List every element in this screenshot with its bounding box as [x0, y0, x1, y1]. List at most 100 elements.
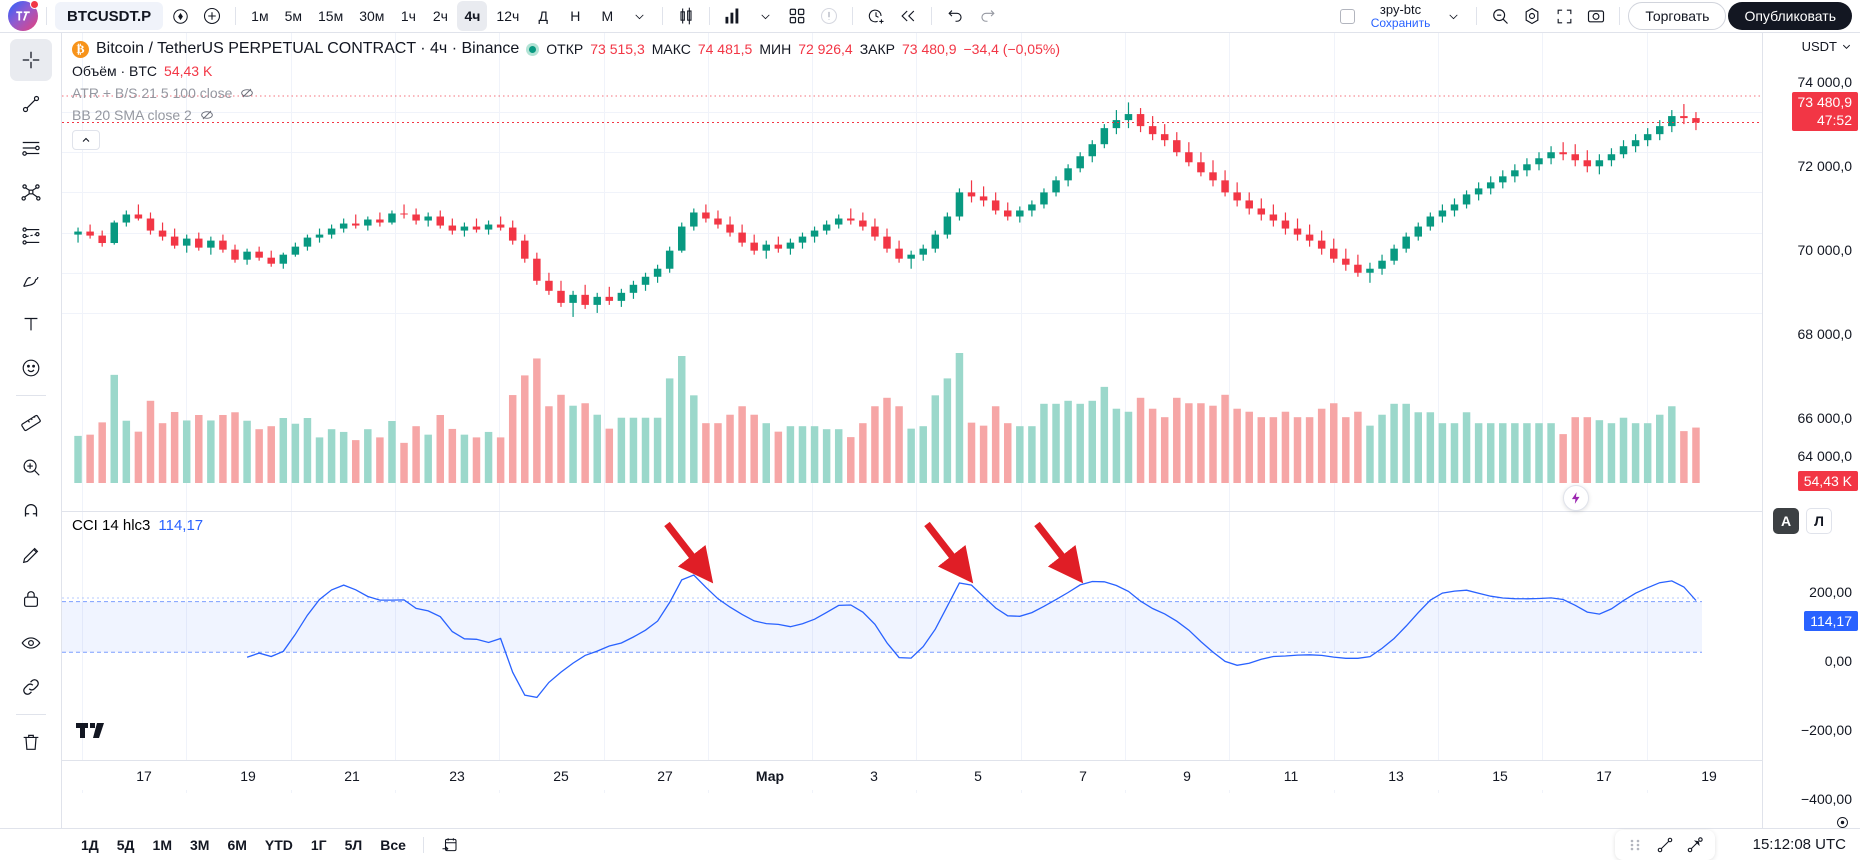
- bearish-divergence-arrow-2[interactable]: [924, 521, 974, 584]
- snapshot-camera-icon[interactable]: [1581, 1, 1611, 31]
- timeframe-1d[interactable]: Д: [538, 8, 549, 24]
- save-link[interactable]: Сохранить: [1370, 15, 1431, 30]
- volume-bar: [1680, 431, 1688, 483]
- time-axis[interactable]: 17 19 21 23 25 27 Мар 3 5 7 9 11 13 15 1…: [62, 760, 1762, 790]
- zoom-in-icon[interactable]: [10, 446, 52, 488]
- pencil-lock-icon[interactable]: [10, 534, 52, 576]
- bb-indicator-row[interactable]: BB 20 SMA close 2: [72, 104, 1060, 126]
- calendar-icon[interactable]: [434, 833, 466, 857]
- eye-icon[interactable]: [10, 622, 52, 664]
- price-axis[interactable]: USDT 74 000,0 72 000,0 70 000,0 68 000,0…: [1762, 33, 1860, 828]
- volume-bar: [1281, 411, 1290, 483]
- pitchfork-icon[interactable]: [10, 171, 52, 213]
- chart-type-candles-icon[interactable]: [671, 1, 701, 31]
- settings-gear-icon[interactable]: [1517, 1, 1547, 31]
- cursor-cross-icon[interactable]: [9, 39, 52, 81]
- range-5d[interactable]: 5Д: [116, 836, 135, 853]
- emoji-icon[interactable]: [10, 347, 52, 389]
- lock-icon[interactable]: [10, 578, 52, 620]
- range-ytd[interactable]: YTD: [264, 836, 293, 853]
- fullscreen-icon[interactable]: [1549, 1, 1579, 31]
- volume-bar: [1064, 400, 1072, 483]
- trend-line-icon[interactable]: [1651, 832, 1679, 858]
- timeframe-1w[interactable]: Н: [570, 8, 581, 24]
- time-tick-9: 7: [1079, 768, 1087, 784]
- collapse-legend-button[interactable]: [72, 130, 100, 150]
- timeframe-1mo[interactable]: М: [601, 8, 614, 24]
- publish-button[interactable]: Опубликовать: [1728, 2, 1852, 30]
- bearish-divergence-arrow-3[interactable]: [1034, 521, 1084, 584]
- range-6m[interactable]: 6М: [227, 836, 247, 853]
- indicators-chevron-icon[interactable]: [750, 1, 780, 31]
- ruler-icon[interactable]: [10, 402, 52, 444]
- compare-symbol-button[interactable]: [165, 1, 195, 31]
- tradingview-logo[interactable]: [8, 0, 39, 31]
- price-tick-70000: 70 000,0: [1797, 242, 1853, 258]
- timeframe-30m[interactable]: 30м: [359, 8, 385, 24]
- bearish-divergence-arrow-1[interactable]: [664, 521, 714, 584]
- candle-body: [496, 224, 505, 228]
- timeframe-12h[interactable]: 12ч: [496, 8, 520, 24]
- range-1y[interactable]: 1Г: [310, 836, 327, 853]
- timeframe-1h[interactable]: 1ч: [400, 8, 416, 24]
- add-symbol-button[interactable]: [197, 1, 227, 31]
- range-all[interactable]: Все: [380, 836, 406, 853]
- atr-indicator-row[interactable]: ATR + B/S 21 5 100 close: [72, 82, 1060, 104]
- range-3m[interactable]: 3М: [189, 836, 210, 853]
- layout-checkbox[interactable]: [1333, 1, 1363, 31]
- alert-warning-icon[interactable]: [814, 1, 844, 31]
- divider: [1476, 7, 1478, 25]
- drag-handle-icon[interactable]: [1621, 832, 1649, 858]
- volume-badge[interactable]: 54,43 K: [1797, 471, 1858, 491]
- volume-bar: [1221, 394, 1229, 483]
- pane-divider[interactable]: [62, 511, 1762, 512]
- price-chart-svg[interactable]: [62, 33, 1762, 511]
- magnet-icon[interactable]: [10, 490, 52, 532]
- text-icon[interactable]: [10, 303, 52, 345]
- last-price-badge[interactable]: 73 480,9 47:52: [1791, 92, 1858, 131]
- layout-chevron-icon[interactable]: [1438, 1, 1468, 31]
- timeframe-15m[interactable]: 15м: [318, 8, 344, 24]
- horizontal-lines-icon[interactable]: [10, 127, 52, 169]
- chart-canvas-area[interactable]: ₿ Bitcoin / TetherUS PERPETUAL CONTRACT …: [62, 33, 1762, 828]
- candle-body: [1511, 170, 1519, 177]
- trend-line-icon[interactable]: [10, 83, 52, 125]
- layouts-grid-icon[interactable]: [782, 1, 812, 31]
- legend-title-row[interactable]: ₿ Bitcoin / TetherUS PERPETUAL CONTRACT …: [72, 38, 1060, 60]
- range-5y[interactable]: 5Л: [344, 836, 363, 853]
- currency-selector[interactable]: USDT: [1802, 39, 1852, 54]
- redo-icon[interactable]: [972, 1, 1002, 31]
- add-alert-icon[interactable]: [861, 1, 891, 31]
- cci-legend[interactable]: CCI 14 hlc3 114,17: [72, 517, 203, 534]
- scroll-to-realtime-icon[interactable]: [1835, 815, 1850, 830]
- timeframe-2h[interactable]: 2ч: [432, 8, 448, 24]
- volume-legend-row[interactable]: Объём · BTC 54,43 K: [72, 60, 1060, 82]
- layout-save-area[interactable]: зру-btc Сохранить: [1365, 3, 1437, 29]
- range-1d[interactable]: 1Д: [81, 836, 99, 853]
- trash-icon[interactable]: [10, 721, 52, 763]
- cci-current-badge[interactable]: 114,17: [1804, 611, 1858, 631]
- symbol-search-button[interactable]: BTCUSDT.P: [55, 2, 164, 30]
- fib-retracement-icon[interactable]: [10, 215, 52, 257]
- brush-icon[interactable]: [10, 259, 52, 301]
- eye-off-icon[interactable]: [239, 85, 255, 101]
- range-1m[interactable]: 1М: [152, 836, 172, 853]
- cci-chart-svg[interactable]: [62, 511, 1762, 793]
- undo-icon[interactable]: [940, 1, 970, 31]
- link-icon[interactable]: [10, 666, 52, 708]
- candle-body: [871, 226, 879, 237]
- arrow-icon[interactable]: [1681, 832, 1709, 858]
- trade-button[interactable]: Торговать: [1628, 2, 1727, 30]
- indicators-button[interactable]: [718, 1, 748, 31]
- eye-off-icon[interactable]: [199, 107, 215, 123]
- lightning-alert-fab[interactable]: [1563, 485, 1589, 511]
- timeframe-5m[interactable]: 5м: [284, 8, 303, 24]
- timeframe-4h[interactable]: 4ч: [457, 1, 488, 31]
- chevron-down-icon[interactable]: [624, 1, 654, 31]
- replay-rewind-icon[interactable]: [893, 1, 923, 31]
- log-scale-button[interactable]: Л: [1806, 508, 1832, 534]
- search-zoom-icon[interactable]: [1485, 1, 1515, 31]
- cci-line: [246, 574, 1697, 699]
- auto-scale-button[interactable]: А: [1773, 508, 1799, 534]
- timeframe-1m[interactable]: 1м: [251, 8, 269, 24]
